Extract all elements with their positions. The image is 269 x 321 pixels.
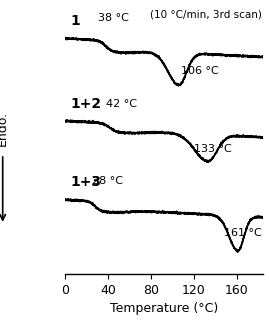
Text: (10 °C/min, 3rd scan): (10 °C/min, 3rd scan) xyxy=(150,10,261,20)
X-axis label: Temperature (°C): Temperature (°C) xyxy=(110,302,218,316)
Text: 133 °C: 133 °C xyxy=(194,144,232,154)
Text: 1+2: 1+2 xyxy=(71,97,102,111)
Text: Endo.: Endo. xyxy=(0,111,9,146)
Text: 1: 1 xyxy=(71,14,80,28)
Text: 1+3: 1+3 xyxy=(71,175,102,189)
Text: 28 °C: 28 °C xyxy=(92,176,123,186)
Text: 161 °C: 161 °C xyxy=(224,228,261,238)
Text: 38 °C: 38 °C xyxy=(97,13,128,23)
Text: 42 °C: 42 °C xyxy=(106,99,137,109)
Text: 106 °C: 106 °C xyxy=(181,66,219,76)
